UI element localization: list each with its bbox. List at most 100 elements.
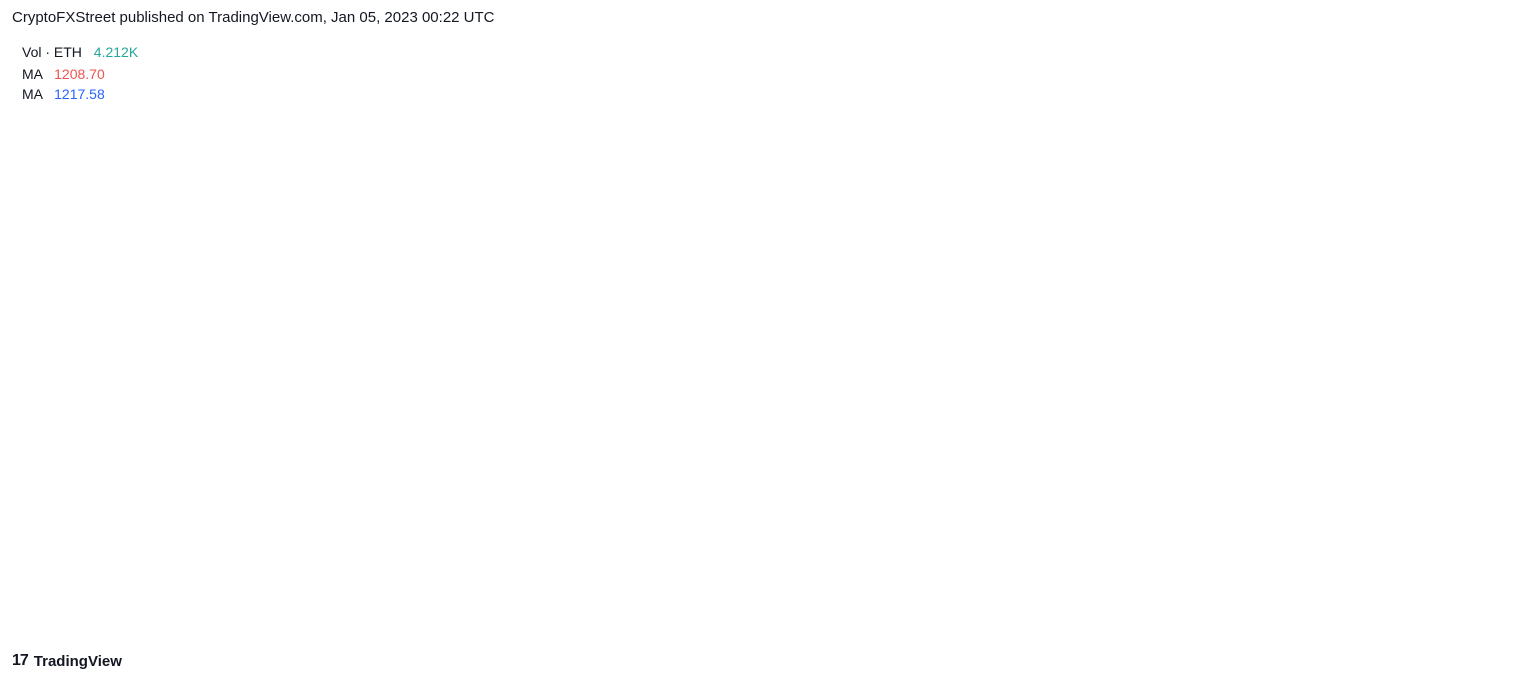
volume-bar [441,515,447,544]
candle-body [553,303,559,316]
candle-body [756,321,762,323]
candle-body [100,123,106,154]
volume-bar [553,515,559,544]
fib-label: -0.236(1090.43) [1324,387,1424,403]
volume-bar [723,517,729,544]
volume-bar [769,524,775,544]
candle-body [690,273,696,298]
candle-body [802,327,808,334]
price-axis-label: 1165.00 [1449,347,1499,363]
volume-bar [231,515,237,544]
price-axis-label: 1500.00 [1449,155,1500,171]
candle-body [172,114,178,134]
volume-bar [487,515,493,544]
candle-body [94,133,100,154]
candle-body [677,285,683,292]
volume-bar [153,517,159,544]
volume-bar [35,510,41,544]
volume-bar [533,496,539,544]
volume-bar [166,520,172,544]
candle-body [402,255,408,268]
candle-body [218,238,224,256]
volume-bar [310,515,316,544]
candle-body [612,315,618,340]
candle-body [212,209,218,238]
volume-bar [343,520,349,544]
candle-body [35,118,41,134]
volume-bar [258,520,264,544]
volume-bar [48,512,54,544]
volume-bar [513,481,519,544]
volume-bar [710,522,716,544]
candle-body [684,291,690,298]
candle-body [231,273,237,286]
legend-volume: Vol · ETH 4.212K [22,44,139,60]
time-axis-label: Feb [958,615,982,631]
volume-bar [592,517,598,544]
candle-body [369,279,375,281]
candle-body [631,279,637,286]
legend-ma-red: MA 1208.70 [22,66,105,82]
support-zone [12,298,1436,311]
volume-bar [402,520,408,544]
volume-bar [126,517,132,544]
volume-bar [638,522,644,544]
candle-body [566,309,572,322]
fib-label: 0.5(1402.75) [1345,195,1424,211]
candle-body [467,118,473,134]
volume-bar [743,520,749,544]
current-price: 1258.20 [1449,292,1500,308]
candle-body [251,267,257,274]
volume-bar [730,520,736,544]
volume-bar [658,522,664,544]
volume-bar [585,512,591,544]
candle-body [107,105,113,124]
candle-body [533,309,539,359]
volume-bar [251,517,257,544]
volume-bar [690,515,696,544]
candle-body [428,153,434,189]
candle-body [310,273,316,280]
volume-bar [271,512,277,544]
volume-bar [454,512,460,544]
volume-bar [107,520,113,544]
candle-body [258,267,264,280]
volume-bar [330,512,336,544]
volume-bar [336,515,342,544]
long-trendline [11,330,1435,497]
candle-body [166,73,172,114]
candle-body [658,279,664,286]
volume-bar [802,522,808,544]
volume-bar [172,515,178,544]
purple-marker [645,268,695,279]
volume-bar [290,522,296,544]
candle-body [67,173,73,189]
wedge-line [651,264,713,332]
candle-body [513,133,519,205]
volume-bar [15,517,21,544]
volume-bar [277,517,283,544]
candle-body [494,91,500,110]
volume-bar [599,515,605,544]
tradingview-logo[interactable]: 17 TradingView [12,652,122,670]
candle-body [441,118,447,134]
volume-bar [684,520,690,544]
candle-body [559,309,565,316]
volume-bar [185,510,191,544]
candle-body [743,309,749,316]
candle-body [638,279,644,292]
volume-bar [218,517,224,544]
volume-bar [645,517,651,544]
time-axis-label: Mar [1116,615,1140,631]
volume-bar [579,515,585,544]
candle-body [520,204,526,298]
volume-bar [382,520,388,544]
candle-body [363,279,369,286]
volume-bar [776,522,782,544]
candle-body [343,279,349,281]
candle-body [789,327,795,329]
time-axis-label: 2023 [782,615,813,631]
volume-bar [140,515,146,544]
volume-bar [159,512,165,544]
